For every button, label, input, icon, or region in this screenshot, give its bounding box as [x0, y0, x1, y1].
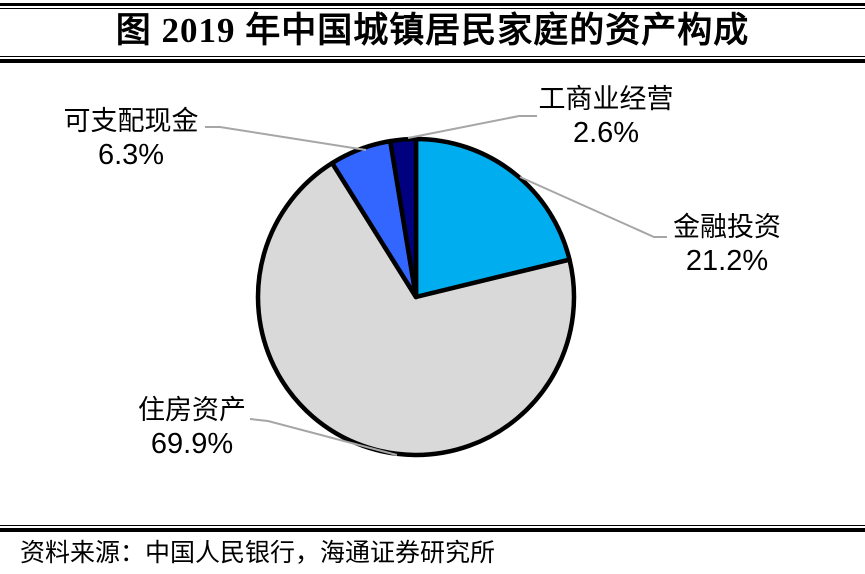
- callout-business-operation: 工商业经营 2.6%: [539, 82, 674, 150]
- leader-line-financial-investment: [519, 176, 667, 238]
- title-bottom-rule-thin: [0, 56, 865, 57]
- title-bottom-rule-thick: [0, 59, 865, 63]
- slice-label-housing-assets: 住房资产: [138, 395, 246, 425]
- callout-financial-investment: 金融投资 21.2%: [673, 210, 781, 278]
- callout-housing-assets: 住房资产 69.9%: [138, 393, 246, 461]
- leader-line-housing-assets: [249, 418, 398, 456]
- slice-label-financial-investment: 金融投资: [673, 212, 781, 242]
- pie-slice-business-operation: [388, 136, 419, 300]
- title-top-rule-thick: [0, 3, 865, 6]
- leader-lines: [205, 115, 667, 456]
- slice-value-housing-assets: 69.9%: [150, 428, 234, 460]
- source-rule-thin: [0, 525, 865, 526]
- slice-label-disposable-cash: 可支配现金: [63, 106, 199, 136]
- slice-value-disposable-cash: 6.3%: [97, 139, 165, 171]
- pie-slice-financial-investment: [413, 136, 572, 300]
- slice-label-business-operation: 工商业经营: [538, 84, 674, 114]
- chart-title: 图 2019 年中国城镇居民家庭的资产构成: [115, 11, 750, 50]
- leader-line-disposable-cash: [205, 126, 367, 151]
- title-top-rule-thin: [0, 8, 865, 9]
- source-note: 资料来源：中国人民银行，海通证券研究所: [20, 540, 496, 567]
- pie-slices: [255, 136, 577, 458]
- pie-slice-housing-assets: [255, 160, 577, 458]
- source-rule-thick: [0, 528, 865, 532]
- leader-line-business-operation: [407, 115, 537, 139]
- callout-disposable-cash: 可支配现金 6.3%: [64, 104, 199, 172]
- slice-value-financial-investment: 21.2%: [685, 245, 769, 277]
- slice-value-business-operation: 2.6%: [572, 117, 640, 149]
